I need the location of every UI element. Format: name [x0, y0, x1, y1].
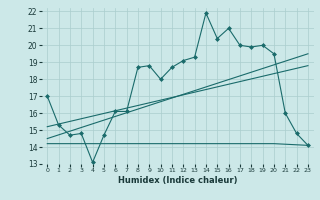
X-axis label: Humidex (Indice chaleur): Humidex (Indice chaleur) [118, 176, 237, 185]
